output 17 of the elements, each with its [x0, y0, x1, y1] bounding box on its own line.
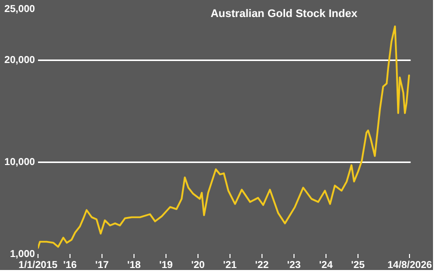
x-tick-label: 1/1/2015 — [18, 260, 58, 271]
x-tick-label: '17 — [95, 260, 110, 271]
x-tick-label: '19 — [159, 260, 174, 271]
x-tick-label: '25 — [351, 260, 366, 271]
x-tick-label: '23 — [287, 260, 302, 271]
chart-title: Australian Gold Stock Index — [210, 8, 358, 20]
x-tick-label: '20 — [191, 260, 206, 271]
x-tick-label: '22 — [255, 260, 270, 271]
x-tick-label: 14/8/2026 — [387, 260, 432, 271]
x-tick-label: '18 — [127, 260, 142, 271]
x-tick-label: '16 — [63, 260, 78, 271]
x-tick-label: '24 — [319, 260, 334, 271]
y-tick-label: 1,000 — [10, 248, 36, 260]
y-tick-label: 25,000 — [4, 4, 36, 15]
x-tick-label: '21 — [223, 260, 238, 271]
y-tick-label: 20,000 — [4, 54, 36, 66]
y-tick-label: 10,000 — [4, 156, 36, 168]
